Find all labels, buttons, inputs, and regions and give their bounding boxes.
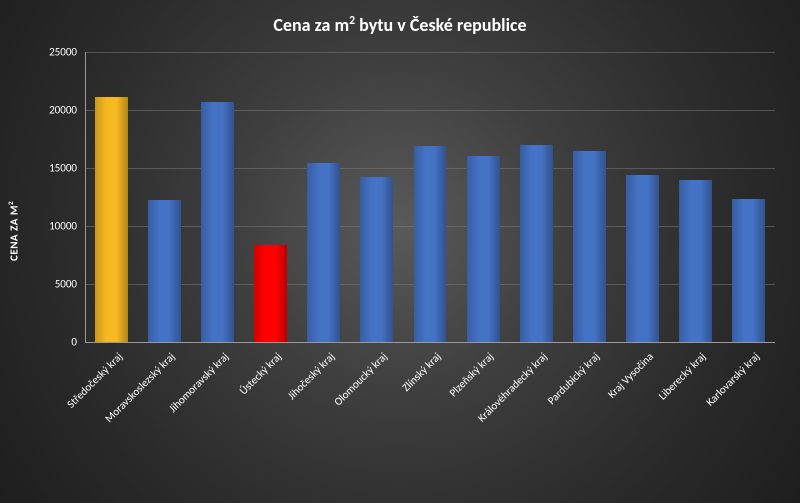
x-tick-label: Olomoucký kraj xyxy=(332,350,390,408)
plot-area: Středočeský krajMoravskoslezský krajJiho… xyxy=(85,52,775,342)
bar xyxy=(254,245,287,342)
x-tick-label: Pardubický kraj xyxy=(545,350,602,407)
y-tick-label: 0 xyxy=(71,336,77,349)
bar xyxy=(360,177,393,342)
bar xyxy=(95,97,128,342)
y-tick-label: 10000 xyxy=(49,220,77,233)
bar xyxy=(573,151,606,342)
chart-title: Cena za m2 bytu v České republice xyxy=(0,14,800,36)
x-tick-label: Karlovarský kraj xyxy=(703,350,762,409)
x-tick-label: Plzeňský kraj xyxy=(447,350,496,399)
ylabel-part-1: CENA ZA M xyxy=(8,205,21,261)
x-tick-label: Zlínský kraj xyxy=(399,350,443,394)
bar xyxy=(414,146,447,342)
bar xyxy=(626,175,659,342)
title-part-3: bytu v České republice xyxy=(355,14,527,36)
bar xyxy=(201,102,234,342)
y-axis-line xyxy=(85,52,86,342)
y-tick-label: 20000 xyxy=(49,104,77,117)
y-axis-label: CENA ZA M2 xyxy=(6,201,21,261)
x-tick-label: Kraj Vysočina xyxy=(605,350,656,401)
y-tick-label: 25000 xyxy=(49,46,77,59)
x-axis-line xyxy=(85,342,775,343)
bar xyxy=(307,163,340,342)
x-tick-label: Ústecký kraj xyxy=(237,350,284,397)
y-tick-label: 5000 xyxy=(55,278,77,291)
bar xyxy=(148,200,181,342)
bar xyxy=(732,199,765,342)
bar xyxy=(679,180,712,342)
x-tick-label: Jihočeský kraj xyxy=(285,350,337,402)
bar xyxy=(467,156,500,342)
title-part-1: Cena za m xyxy=(273,14,349,36)
x-tick-label: Liberecký kraj xyxy=(656,350,708,402)
ylabel-sup: 2 xyxy=(6,201,15,205)
y-tick-label: 15000 xyxy=(49,162,77,175)
bars-layer xyxy=(85,52,775,342)
bar xyxy=(520,145,553,342)
price-per-m2-chart: Cena za m2 bytu v České republice CENA Z… xyxy=(0,0,800,503)
